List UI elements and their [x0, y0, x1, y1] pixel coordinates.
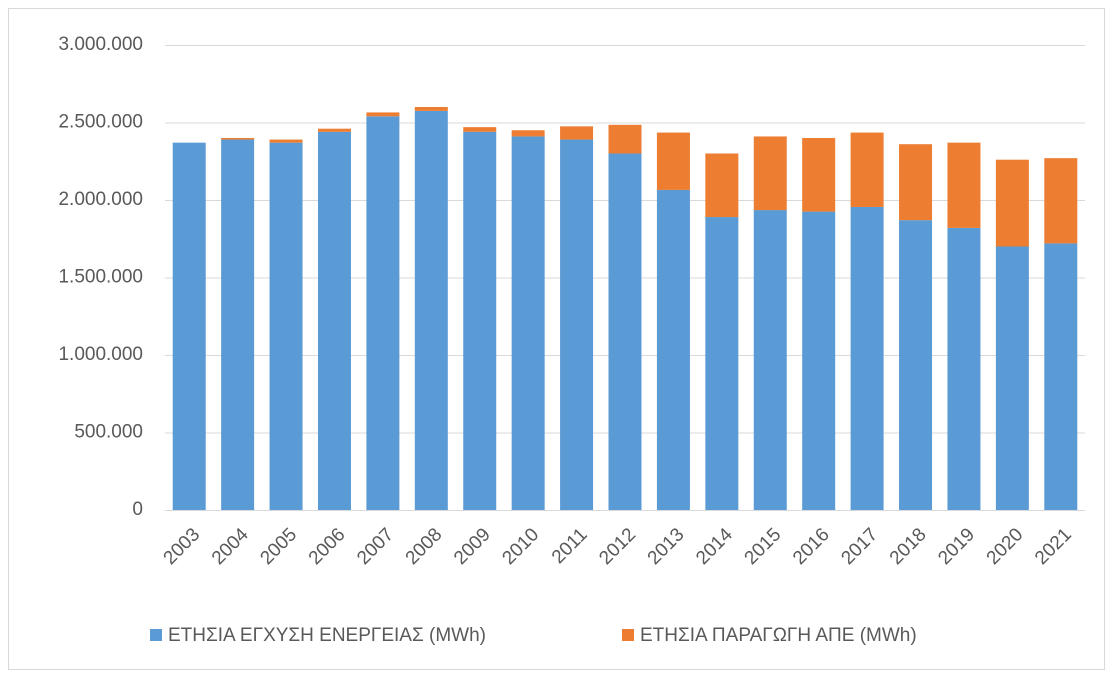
bar-segment — [463, 127, 497, 132]
y-tick-label: 1.000.000 — [58, 344, 143, 365]
bar-segment — [995, 246, 1029, 510]
y-tick-label: 2.500.000 — [58, 112, 143, 133]
bar-segment — [317, 128, 351, 132]
bar-segment — [414, 110, 448, 510]
bar-segment — [366, 112, 400, 117]
bar-segment — [705, 217, 739, 511]
bar-segment — [463, 131, 497, 511]
bar-segment — [608, 124, 642, 154]
y-tick-label: 2.000.000 — [58, 189, 143, 210]
bar-segment — [172, 142, 206, 510]
bar-segment — [995, 159, 1029, 247]
bar-segment — [705, 153, 739, 218]
bar-segment — [656, 132, 690, 190]
bar-segment — [269, 142, 303, 510]
bar-segment — [656, 189, 690, 511]
bar-segment — [560, 126, 594, 140]
bar-segment — [850, 132, 884, 207]
bar-segment — [560, 139, 594, 511]
bar-segment — [753, 210, 787, 510]
bar-segment — [608, 153, 642, 510]
y-tick-label: 0 — [132, 499, 143, 520]
bar-segment — [366, 116, 400, 511]
bar-segment — [1044, 158, 1078, 244]
legend-swatch — [622, 629, 634, 641]
bar-segment — [753, 136, 787, 211]
bar-segment — [850, 206, 884, 510]
legend-label: ΕΤΗΣΙΑ ΕΓΧΥΣΗ ΕΝΕΡΓΕΙΑΣ (MWh) — [168, 625, 486, 646]
y-tick-label: 500.000 — [74, 422, 143, 443]
bar-segment — [221, 138, 255, 140]
bar-segment — [802, 211, 836, 510]
legend-label: ΕΤΗΣΙΑ ΠΑΡΑΓΩΓΗ ΑΠΕ (MWh) — [640, 625, 917, 646]
bar-segment — [899, 220, 933, 510]
y-tick-label: 3.000.000 — [58, 34, 143, 55]
bar-segment — [802, 138, 836, 212]
y-tick-label: 1.500.000 — [58, 267, 143, 288]
bar-segment — [414, 107, 448, 111]
bar-segment — [221, 139, 255, 511]
bar-segment — [317, 131, 351, 511]
bar-segment — [947, 227, 981, 510]
bar-segment — [1044, 243, 1078, 510]
legend-swatch — [150, 629, 162, 641]
bar-segment — [511, 130, 545, 137]
bar-segment — [511, 136, 545, 510]
bar-segment — [269, 139, 303, 143]
bar-segment — [947, 142, 981, 228]
bar-segment — [899, 144, 933, 221]
